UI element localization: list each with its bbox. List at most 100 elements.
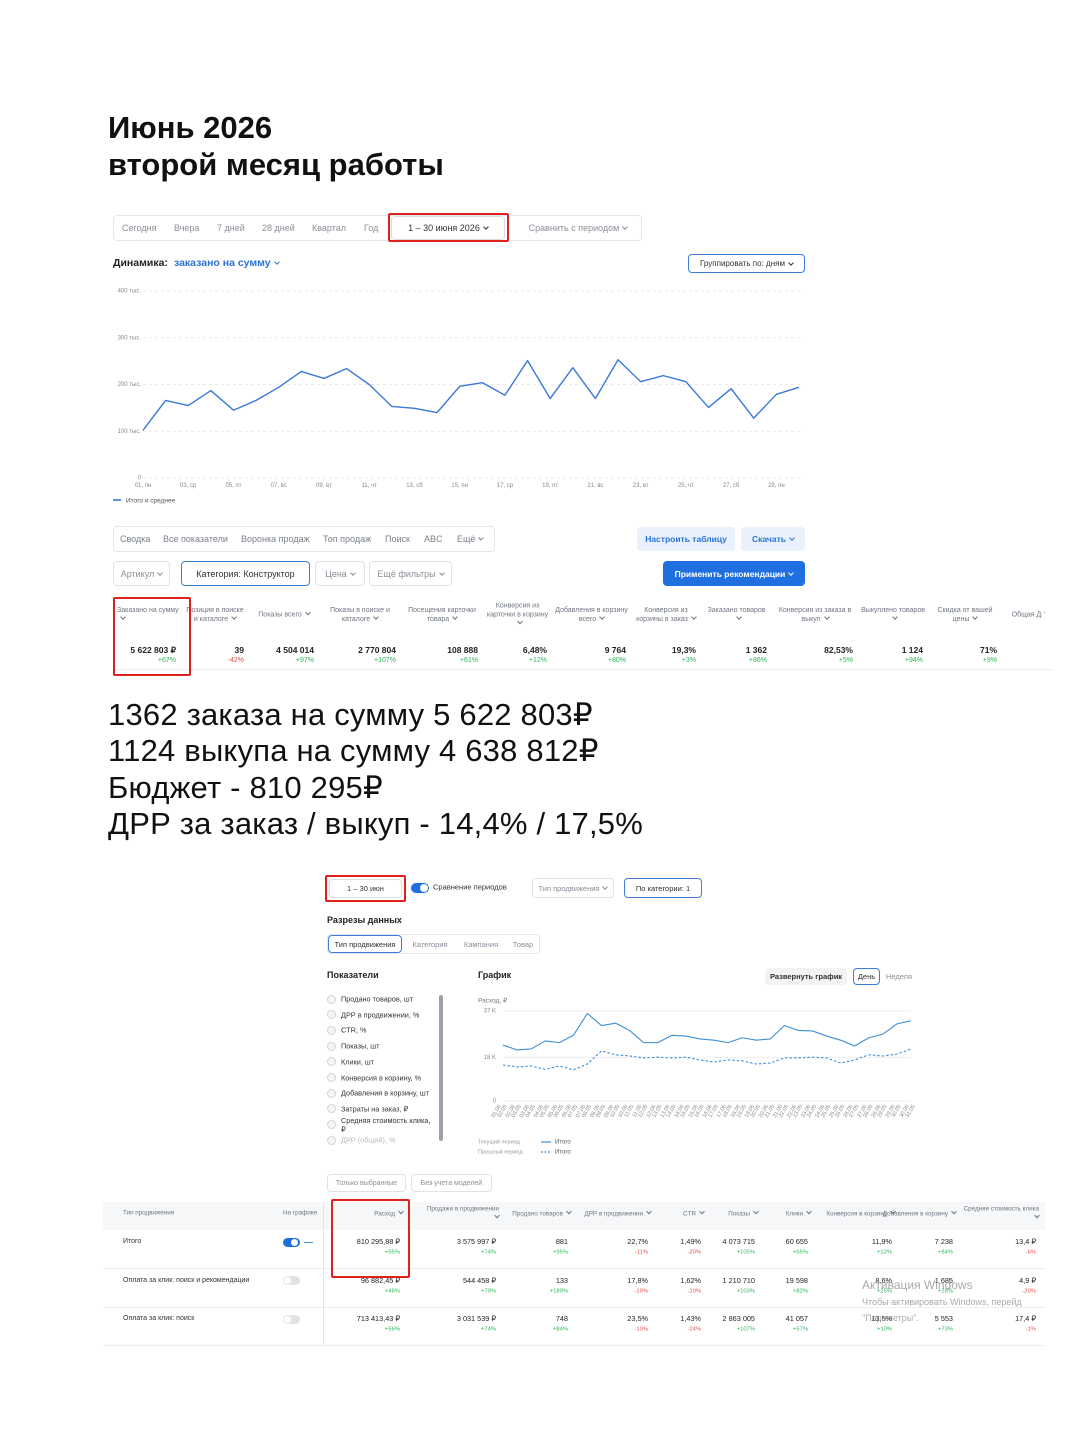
period-option[interactable]: 28 дней — [262, 222, 295, 233]
cell-value: 810 295,88 ₽ — [356, 1236, 400, 1246]
indicator[interactable]: CTR, % — [341, 1025, 367, 1035]
cell-change: -10% — [634, 1327, 648, 1334]
slice-tab[interactable]: Тип продвижения — [328, 935, 402, 953]
promo-type-filter[interactable]: Тип продвижения — [532, 878, 614, 898]
indicator[interactable]: ДРР (общий), % — [341, 1135, 396, 1145]
cell-change: +12% — [877, 1249, 892, 1256]
summary-line: 1124 выкупа на сумму 4 638 812₽ — [108, 733, 599, 769]
cell-value: 5 553 — [934, 1314, 953, 1324]
metric-header: Посещения карточки товара — [408, 607, 476, 623]
table-tab[interactable]: Сводка — [120, 533, 151, 544]
x-tick-label: 21, вс — [587, 483, 603, 489]
cell-change: +56% — [385, 1327, 400, 1334]
title-line: Июнь 2026 — [108, 110, 273, 146]
cell-value: 3 575 997 ₽ — [456, 1236, 496, 1246]
slice-tab[interactable]: Товар — [512, 939, 534, 949]
metric-header: Показы в поиске и каталоге — [330, 607, 390, 623]
compare-period[interactable]: Сравнить с периодом — [516, 216, 640, 240]
dynamics-chart: 0 100 тыс. 200 тыс. 300 тыс. 400 тыс. 01, пн 0… — [113, 289, 804, 505]
cell-change: +95% — [553, 1249, 568, 1256]
period-option[interactable]: Квартал — [312, 222, 347, 233]
slice-tab[interactable]: Кампания — [463, 939, 499, 949]
filter[interactable]: Артикул — [113, 561, 170, 586]
filter[interactable]: Цена — [315, 561, 365, 586]
chart-line-swatch — [304, 1241, 313, 1243]
period-option[interactable]: Сегодня — [122, 222, 157, 233]
table-header: Конверсия в корзину — [819, 1208, 896, 1219]
indicator-checkbox — [327, 1010, 336, 1020]
indicator[interactable]: ДРР в продвижении, % — [341, 1010, 420, 1020]
cell-change: +10% — [877, 1327, 892, 1334]
compare-toggle-label[interactable]: Сравнение периодов — [433, 882, 507, 892]
table-tab[interactable]: Воронка продаж — [241, 533, 310, 544]
cell-value: 748 — [555, 1314, 568, 1324]
cell-change: +28% — [938, 1288, 953, 1295]
indicator[interactable]: Конверсия в корзину, % — [341, 1073, 422, 1082]
period-option[interactable]: 7 дней — [217, 222, 245, 233]
x-tick-label: 01, пн — [135, 483, 152, 489]
table-tab[interactable]: Топ продаж — [323, 533, 372, 544]
red-highlight — [388, 213, 509, 242]
indicator[interactable]: Продано товаров, шт — [341, 994, 414, 1004]
table-tab[interactable]: Все показатели — [163, 533, 228, 544]
red-highlight — [331, 1199, 410, 1278]
without-models[interactable]: Без учета моделей — [411, 1174, 492, 1192]
cell-change: +107% — [736, 1327, 755, 1334]
indicator[interactable]: Клики, шт — [341, 1057, 375, 1067]
only-selected[interactable]: Только выбранные — [327, 1174, 406, 1192]
chart-toggle-off — [283, 1314, 300, 1324]
data-line — [502, 1048, 912, 1071]
slice-tab[interactable]: Категория — [412, 939, 448, 949]
metric-header: Конверсия из заказа в выкуп — [778, 607, 852, 623]
indicator[interactable]: Средняя стоимость клика, ₽ — [341, 1115, 431, 1134]
category-filter[interactable]: По категории: 1 — [624, 878, 702, 898]
dynamics-label: Динамика: — [113, 256, 168, 269]
red-highlight — [325, 875, 406, 902]
cell-change: -1% — [1025, 1327, 1036, 1334]
row-line — [103, 1307, 1045, 1308]
period-option[interactable]: Год — [364, 222, 379, 233]
cell-value: 3 031 539 ₽ — [456, 1314, 496, 1324]
metric-value: 108 888 — [447, 645, 478, 656]
period-option[interactable]: Вчера — [174, 222, 200, 233]
cell-change: +79% — [481, 1288, 496, 1295]
summary-line: ДРР за заказ / выкуп - 14,4% / 17,5% — [108, 806, 644, 842]
metric-change: +12% — [528, 656, 547, 664]
cell-value: 1 210 710 — [722, 1275, 755, 1285]
granularity[interactable]: Неделя — [885, 972, 913, 981]
cell-value: 7 238 — [934, 1236, 953, 1246]
ads-date[interactable]: 1 – 30 июн — [329, 879, 402, 898]
metric-header: Конверсия из корзины в заказ — [634, 606, 698, 624]
cell-change: +84% — [938, 1249, 953, 1256]
summary-line: 1362 заказа на сумму 5 622 803₽ — [108, 697, 593, 733]
y-tick-label: 0 — [493, 1099, 497, 1105]
metric-value: 19,3% — [671, 645, 696, 656]
indicator-checkbox — [327, 1057, 336, 1067]
date-range[interactable]: 1 – 30 июня 2026 — [391, 216, 505, 240]
download[interactable]: Скачать — [741, 527, 805, 551]
x-tick-label: 11.06 — [632, 1104, 644, 1119]
granularity[interactable]: День — [853, 968, 880, 985]
table-tab[interactable]: Ещё — [457, 534, 485, 544]
table-header: CTR — [628, 1208, 705, 1219]
indicator[interactable]: Показы, шт — [341, 1041, 380, 1051]
apply-recommendations[interactable]: Применить рекомендации — [663, 561, 805, 586]
metric-value: 39 — [234, 645, 244, 656]
spend-chart: Расход, ₽018 K37 K01.0602.0502.0603.0503… — [478, 997, 917, 1156]
table-tab[interactable]: Поиск — [385, 533, 410, 544]
indicator-checkbox — [327, 994, 336, 1004]
group-by[interactable]: Группировать по: дням — [688, 254, 805, 273]
configure-table[interactable]: Настроить таблицу — [637, 527, 735, 551]
filter[interactable]: Категория: Конструктор — [181, 561, 310, 586]
table-tab[interactable]: ABC — [424, 533, 443, 544]
dynamics-metric[interactable]: заказано на сумму — [174, 257, 280, 269]
indicator[interactable]: Затраты на заказ, ₽ — [341, 1104, 409, 1114]
cell-value: 4,9 ₽ — [1019, 1275, 1036, 1285]
expand-chart[interactable]: Развернуть график — [765, 968, 847, 985]
data-line — [142, 359, 800, 431]
table-header: Добавления в корзину — [880, 1208, 957, 1219]
filter[interactable]: Ещё фильтры — [369, 561, 452, 586]
legend-label: Итого — [555, 1150, 571, 1156]
indicator[interactable]: Добавления в корзину, шт — [341, 1088, 430, 1098]
metric-change: +67% — [157, 656, 176, 664]
